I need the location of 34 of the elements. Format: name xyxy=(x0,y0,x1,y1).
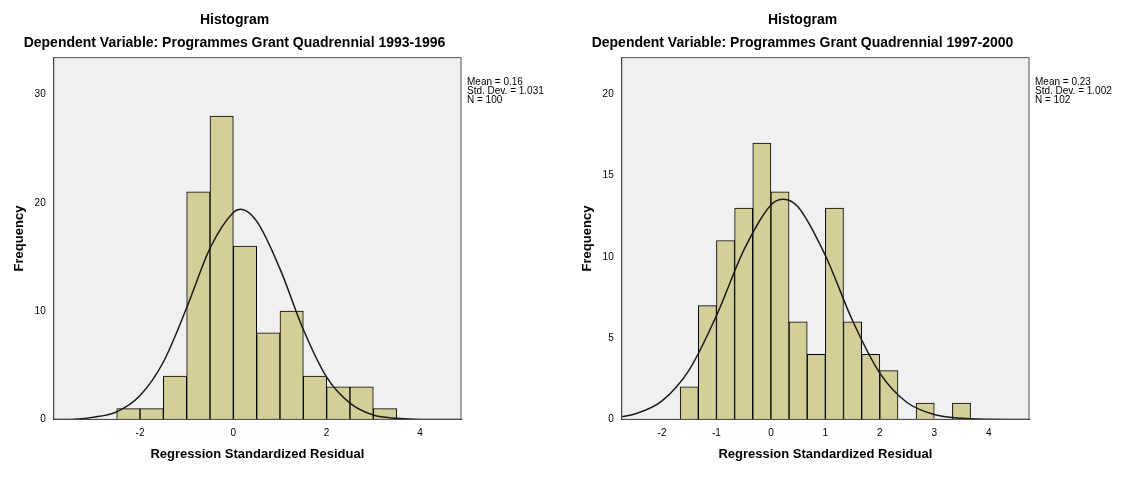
x-tick-label: 4 xyxy=(985,427,992,439)
chart-title: Histogram xyxy=(767,11,838,28)
x-tick-label: 2 xyxy=(323,427,330,439)
y-tick-label: 10 xyxy=(34,304,47,316)
text: Mean = 0.23 xyxy=(1035,76,1092,88)
y-tick-label: 0 xyxy=(40,413,47,425)
chart-subtitle: Dependent Variable: Programmes Grant Quadrennial 1993-1996 xyxy=(23,34,446,51)
y-tick-label: 20 xyxy=(602,87,615,99)
x-axis-title: Regression Standardized Residual xyxy=(150,445,365,461)
y-tick-label: 30 xyxy=(34,88,47,100)
x-tick-label: 1 xyxy=(822,427,829,439)
text: Mean = 0.16 xyxy=(467,76,524,88)
x-tick-label: 0 xyxy=(230,427,237,439)
x-tick-label: 3 xyxy=(931,427,938,439)
y-tick-label: 20 xyxy=(34,196,47,208)
y-tick-label: 15 xyxy=(602,169,615,181)
chart-title: Histogram xyxy=(199,11,270,28)
x-tick-label: 0 xyxy=(768,427,775,439)
y-tick-label: 10 xyxy=(602,250,615,262)
x-tick-label: -2 xyxy=(135,427,145,439)
x-tick-label: 2 xyxy=(877,427,884,439)
x-tick-label: 4 xyxy=(417,427,424,439)
y-tick-label: 0 xyxy=(608,413,615,425)
x-tick-label: -1 xyxy=(712,427,722,439)
x-axis-title: Regression Standardized Residual xyxy=(718,445,933,461)
y-tick-label: 5 xyxy=(608,331,615,343)
text: Std. Dev. = 1.031 xyxy=(467,85,545,97)
text: Std. Dev. = 1.002 xyxy=(1035,85,1113,97)
y-axis-title: Frequency xyxy=(11,204,27,272)
y-axis-title: Frequency xyxy=(579,204,595,272)
chart-subtitle: Dependent Variable: Programmes Grant Quadrennial 1997-2000 xyxy=(591,34,1014,51)
text: N = 100 xyxy=(467,94,503,106)
x-tick-label: -2 xyxy=(657,427,667,439)
text: N = 102 xyxy=(1035,94,1071,106)
